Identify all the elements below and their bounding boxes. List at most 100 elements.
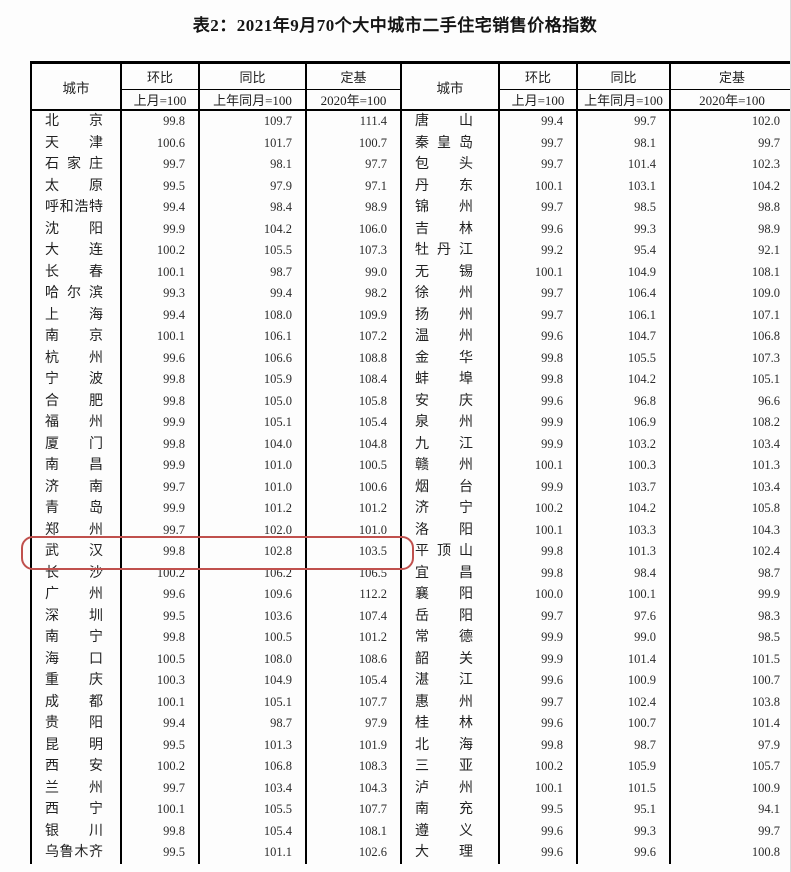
table-row: 泸州 100.1 101.5 100.9 bbox=[402, 777, 790, 799]
city-name: 无锡 bbox=[415, 264, 473, 280]
table-row: 赣州 100.1 100.3 101.3 bbox=[402, 455, 790, 477]
value-cell: 101.5 bbox=[751, 651, 780, 666]
city-cell: 温州 bbox=[402, 326, 500, 348]
value-cell: 99.7 bbox=[499, 197, 578, 219]
value-cell: 102.4 bbox=[577, 691, 671, 713]
value-cell: 98.7 bbox=[199, 261, 307, 283]
city-name: 平顶山 bbox=[415, 544, 473, 559]
city-name: 上海 bbox=[45, 307, 103, 323]
city-name: 太原 bbox=[45, 178, 103, 194]
city-name: 杭州 bbox=[45, 350, 103, 366]
value-cell: 98.9 bbox=[758, 221, 780, 236]
table-row: 韶关 99.9 101.4 101.5 bbox=[402, 648, 790, 670]
value-cell: 99.6 bbox=[499, 820, 578, 842]
city-cell: 湛江 bbox=[402, 670, 500, 692]
table-row: 昆明 99.5 101.3 101.9 bbox=[31, 734, 401, 756]
table-row: 深圳 99.5 103.6 107.4 bbox=[31, 605, 401, 627]
value-cell: 100.1 bbox=[121, 691, 200, 713]
city-name: 锦州 bbox=[415, 200, 473, 215]
value-cell: 99.6 bbox=[499, 842, 578, 864]
city-cell: 锦州 bbox=[402, 197, 500, 219]
city-name: 襄阳 bbox=[415, 587, 473, 602]
value-cell: 99.7 bbox=[499, 304, 578, 326]
city-name: 北海 bbox=[415, 737, 473, 753]
value-cell: 99.7 bbox=[577, 110, 671, 133]
value-cell: 105.5 bbox=[577, 347, 671, 369]
table-row: 吉林 99.6 99.3 98.9 bbox=[402, 218, 790, 240]
value-cell: 100.8 bbox=[751, 845, 780, 860]
value-cell: 99.7 bbox=[121, 476, 200, 498]
city-name: 北京 bbox=[45, 114, 103, 129]
value-cell: 103.6 bbox=[199, 605, 307, 627]
value-cell: 97.9 bbox=[365, 716, 387, 731]
city-name: 遵义 bbox=[415, 823, 473, 839]
value-cell: 103.3 bbox=[577, 519, 671, 541]
city-name: 厦门 bbox=[45, 436, 103, 452]
value-cell: 98.4 bbox=[199, 197, 307, 219]
city-cell: 安庆 bbox=[402, 390, 500, 412]
city-name: 牡丹江 bbox=[415, 243, 473, 258]
col-header-yoy: 同比 bbox=[577, 62, 671, 90]
table-row: 杭州 99.6 106.6 108.8 bbox=[31, 347, 401, 369]
value-cell: 101.2 bbox=[358, 630, 387, 645]
col-subheader-fixed-base: 2020年=100 bbox=[670, 89, 790, 111]
city-cell: 厦门 bbox=[31, 433, 122, 455]
value-cell: 103.1 bbox=[577, 175, 671, 197]
value-cell: 106.2 bbox=[199, 562, 307, 584]
city-name: 石家庄 bbox=[45, 157, 103, 172]
value-cell: 104.3 bbox=[358, 780, 387, 795]
value-cell: 99.7 bbox=[121, 519, 200, 541]
value-cell: 99.8 bbox=[121, 627, 200, 649]
city-cell: 重庆 bbox=[31, 670, 122, 692]
value-cell: 108.1 bbox=[358, 823, 387, 838]
table-row: 牡丹江 99.2 95.4 92.1 bbox=[402, 240, 790, 262]
city-name: 秦皇岛 bbox=[415, 135, 473, 151]
value-cell: 99.3 bbox=[577, 218, 671, 240]
city-name: 深圳 bbox=[45, 608, 103, 624]
city-name: 南昌 bbox=[45, 458, 103, 473]
table-row: 银川 99.8 105.4 108.1 bbox=[31, 820, 401, 842]
city-name: 贵阳 bbox=[45, 716, 103, 731]
value-cell: 108.0 bbox=[199, 304, 307, 326]
city-name: 青岛 bbox=[45, 501, 103, 516]
city-name: 成都 bbox=[45, 694, 103, 710]
city-cell: 银川 bbox=[31, 820, 122, 842]
value-cell: 97.7 bbox=[365, 157, 387, 172]
city-name: 金华 bbox=[415, 350, 473, 366]
city-cell: 洛阳 bbox=[402, 519, 500, 541]
city-cell: 北海 bbox=[402, 734, 500, 756]
city-cell: 贵阳 bbox=[31, 713, 122, 735]
value-cell: 111.4 bbox=[359, 114, 387, 129]
city-name: 郑州 bbox=[45, 522, 103, 538]
city-cell: 成都 bbox=[31, 691, 122, 713]
value-cell: 99.5 bbox=[121, 842, 200, 864]
city-cell: 长春 bbox=[31, 261, 122, 283]
value-cell: 100.5 bbox=[199, 627, 307, 649]
value-cell: 99.7 bbox=[121, 777, 200, 799]
table-row: 包头 99.7 101.4 102.3 bbox=[402, 154, 790, 176]
city-cell: 常德 bbox=[402, 627, 500, 649]
value-cell: 102.0 bbox=[199, 519, 307, 541]
value-cell: 108.8 bbox=[358, 350, 387, 365]
city-cell: 韶关 bbox=[402, 648, 500, 670]
value-cell: 100.1 bbox=[499, 261, 578, 283]
value-cell: 99.8 bbox=[499, 562, 578, 584]
city-cell: 哈尔滨 bbox=[31, 283, 122, 305]
table-row: 长沙 100.2 106.2 106.5 bbox=[31, 562, 401, 584]
table-row: 济宁 100.2 104.2 105.8 bbox=[402, 498, 790, 520]
value-cell: 99.4 bbox=[121, 197, 200, 219]
value-cell: 98.7 bbox=[758, 565, 780, 580]
value-cell: 98.7 bbox=[199, 713, 307, 735]
city-name: 兰州 bbox=[45, 780, 103, 796]
table-row: 福州 99.9 105.1 105.4 bbox=[31, 412, 401, 434]
city-cell: 南昌 bbox=[31, 455, 122, 477]
value-cell: 99.7 bbox=[499, 283, 578, 305]
value-cell: 106.0 bbox=[358, 221, 387, 236]
value-cell: 98.2 bbox=[365, 286, 387, 301]
value-cell: 99.6 bbox=[499, 713, 578, 735]
table-row: 兰州 99.7 103.4 104.3 bbox=[31, 777, 401, 799]
value-cell: 100.5 bbox=[358, 458, 387, 473]
value-cell: 100.7 bbox=[751, 673, 780, 688]
col-header-yoy: 同比 bbox=[199, 62, 307, 90]
value-cell: 101.3 bbox=[751, 458, 780, 473]
